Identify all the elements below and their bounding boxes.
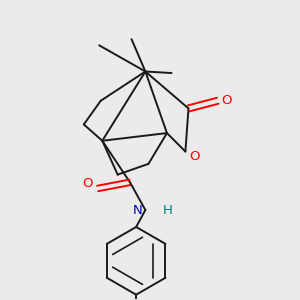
Text: O: O [221,94,232,107]
Text: N: N [133,203,143,217]
Text: H: H [162,203,172,217]
Text: O: O [189,150,200,163]
Text: O: O [82,177,93,190]
